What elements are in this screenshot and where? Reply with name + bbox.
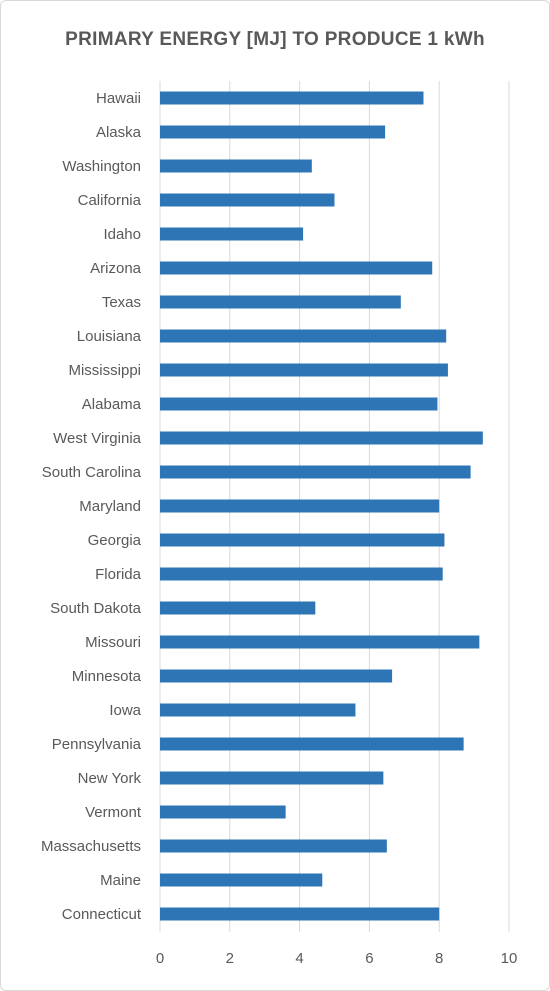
bar-maryland [160,499,440,513]
bar-vermont [160,805,286,819]
bar-georgia [160,533,445,547]
category-label: Idaho [103,226,141,243]
category-label: Connecticut [62,906,142,923]
x-tick-label: 6 [365,950,373,967]
bar-new-york [160,771,384,785]
category-label: Mississippi [68,362,141,379]
category-label: West Virginia [53,430,141,447]
bar-idaho [160,227,304,241]
bar-missouri [160,635,480,649]
category-label: Washington [62,158,141,175]
bar-california [160,193,335,207]
bar-minnesota [160,669,393,683]
category-label: Iowa [109,702,141,719]
x-tick-label: 2 [226,950,234,967]
category-label: Hawaii [96,90,141,107]
x-tick-label: 4 [295,950,303,967]
category-label: Missouri [85,634,141,651]
category-label: Vermont [85,804,142,821]
category-label: Massachusetts [41,838,141,855]
category-label: Arizona [90,260,142,277]
category-label: Alaska [96,124,142,141]
bar-iowa [160,703,356,717]
bar-washington [160,159,312,173]
bar-louisiana [160,329,447,343]
category-label: South Dakota [50,600,142,617]
bar-south-dakota [160,601,316,615]
category-label: Minnesota [72,668,142,685]
bar-maine [160,873,323,887]
bar-hawaii [160,91,424,105]
category-label: Louisiana [77,328,142,345]
bar-south-carolina [160,465,471,479]
bar-massachusetts [160,839,387,853]
category-label: California [78,192,142,209]
bar-alabama [160,397,438,411]
bar-mississippi [160,363,448,377]
bar-pennsylvania [160,737,464,751]
category-label: New York [78,770,142,787]
category-label: South Carolina [42,464,142,481]
category-label: Alabama [82,396,142,413]
category-label: Maine [100,872,141,889]
bar-arizona [160,261,433,275]
category-label: Maryland [79,498,141,515]
x-tick-labels: 0 2 4 6 8 10 [156,950,518,967]
category-label: Georgia [88,532,142,549]
x-tick-label: 8 [435,950,443,967]
bar-florida [160,567,443,581]
bar-connecticut [160,907,440,921]
bar-west-virginia [160,431,483,445]
category-label: Texas [102,294,141,311]
x-tick-label: 0 [156,950,164,967]
category-labels: Hawaii Alaska Washington California Idaho Ari… [41,90,142,923]
x-tick-label: 10 [501,950,518,967]
bar-texas [160,295,401,309]
chart-title: PRIMARY ENERGY [MJ] TO PRODUCE 1 kWh [65,29,485,50]
category-label: Pennsylvania [52,736,142,753]
bars [160,91,483,921]
category-label: Florida [95,566,142,583]
bar-alaska [160,125,386,139]
